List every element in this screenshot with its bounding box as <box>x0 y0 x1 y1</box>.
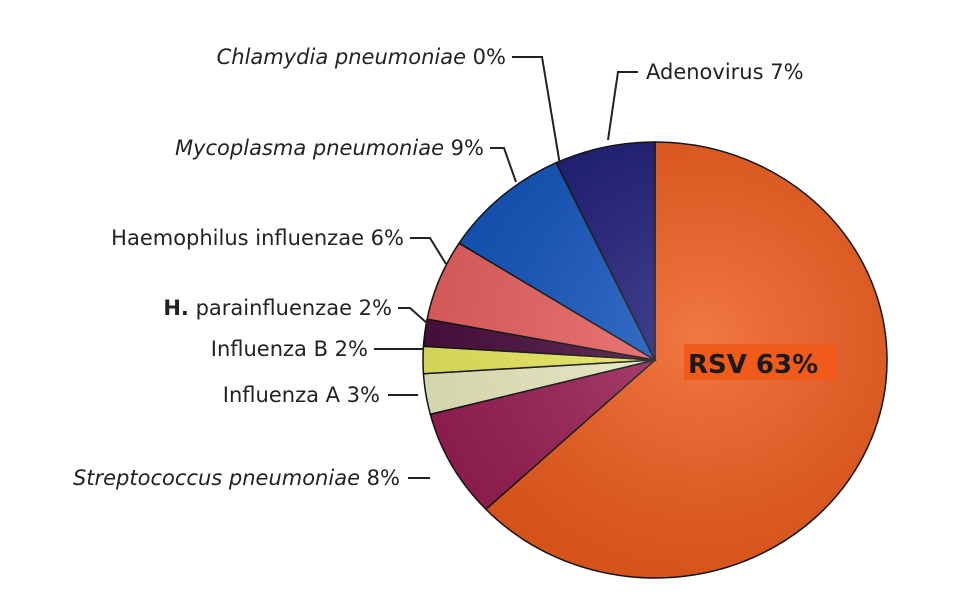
rsv-label-background <box>684 344 836 380</box>
slice-label-rest: parainfluenzae <box>189 296 352 320</box>
slice-label-value: 3% <box>340 383 380 407</box>
leader-line-adenovirus <box>607 71 638 141</box>
leader-line-haemophilus-influenzae <box>410 237 447 265</box>
slice-label-name: Streptococcus pneumoniae <box>73 466 360 490</box>
slice-label-value: 8% <box>360 466 400 490</box>
leader-line-h-parainfluenzae <box>398 307 429 325</box>
slice-label-mycoplasma-pneumoniae: Mycoplasma pneumoniae 9% <box>175 136 484 160</box>
slice-label-abbrev: H. <box>163 296 189 320</box>
slice-label-value: 0% <box>466 45 506 69</box>
leader-line-chlamydia-pneumoniae <box>512 56 561 166</box>
slice-label-rsv: RSV 63% <box>688 350 818 380</box>
slice-label-value: 6% <box>364 226 404 250</box>
slice-label-adenovirus: Adenovirus 7% <box>646 60 804 84</box>
slice-label-haemophilus-influenzae: Haemophilus influenzae 6% <box>111 226 404 250</box>
slice-label-value: 7% <box>764 60 804 84</box>
slice-label-streptococcus-pneumoniae: Streptococcus pneumoniae 8% <box>73 466 400 490</box>
leader-line-mycoplasma-pneumoniae <box>490 147 517 183</box>
slice-label-chlamydia-pneumoniae: Chlamydia pneumoniae 0% <box>217 45 506 69</box>
slice-label-h-parainfluenzae: H. parainfluenzae 2% <box>163 296 392 320</box>
slice-label-value: 2% <box>352 296 392 320</box>
slice-label-name: Mycoplasma pneumoniae <box>175 136 444 160</box>
slice-labels: RSV 63% Streptococcus pneumoniae 8% Influe… <box>73 45 836 490</box>
slice-label-influenza-b: Influenza B 2% <box>211 337 368 361</box>
slice-label-name: Influenza A <box>223 383 341 407</box>
slice-label-value: 9% <box>444 136 484 160</box>
slice-label-influenza-a: Influenza A 3% <box>223 383 380 407</box>
slice-label-value: 63% <box>747 350 818 380</box>
slice-label-name: Influenza B <box>211 337 328 361</box>
leader-lines <box>374 56 638 479</box>
slice-label-name: Chlamydia pneumoniae <box>217 45 466 69</box>
slice-label-name: RSV <box>688 350 747 380</box>
slice-label-value: 2% <box>328 337 368 361</box>
slice-label-name: Haemophilus influenzae <box>111 226 364 250</box>
slice-label-name: Adenovirus <box>646 60 764 84</box>
